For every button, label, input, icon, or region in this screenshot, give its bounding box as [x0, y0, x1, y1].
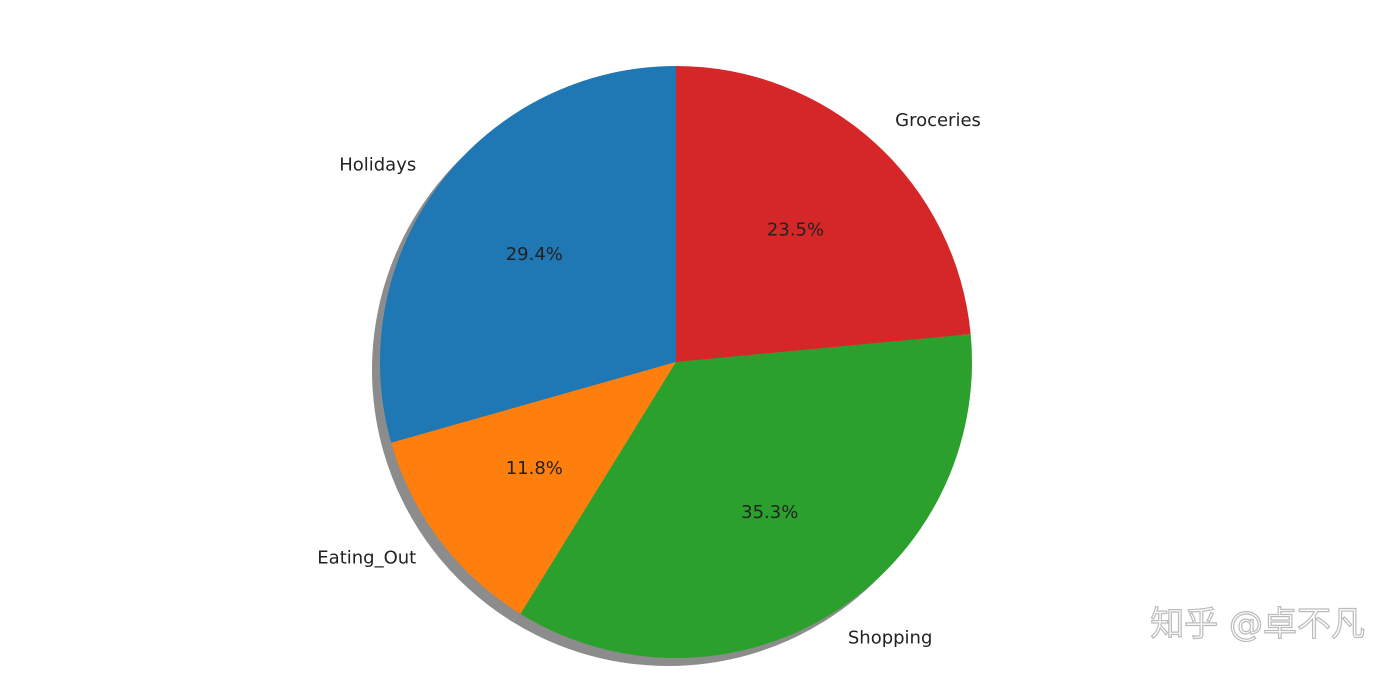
watermark: 知乎 @卓不凡: [1150, 605, 1365, 645]
slice-label: Holidays: [339, 155, 416, 176]
slice-label: Eating_Out: [317, 547, 416, 568]
slice-label: Shopping: [848, 628, 933, 649]
slice-label: Groceries: [895, 110, 981, 131]
slice: [676, 66, 971, 362]
value-label: 11.8%: [506, 458, 563, 479]
slice: [391, 362, 676, 614]
value-label: 35.3%: [741, 502, 798, 523]
slice: [520, 334, 972, 658]
value-label: 23.5%: [767, 220, 824, 241]
value-label: 29.4%: [506, 244, 563, 265]
slice: [380, 66, 676, 443]
